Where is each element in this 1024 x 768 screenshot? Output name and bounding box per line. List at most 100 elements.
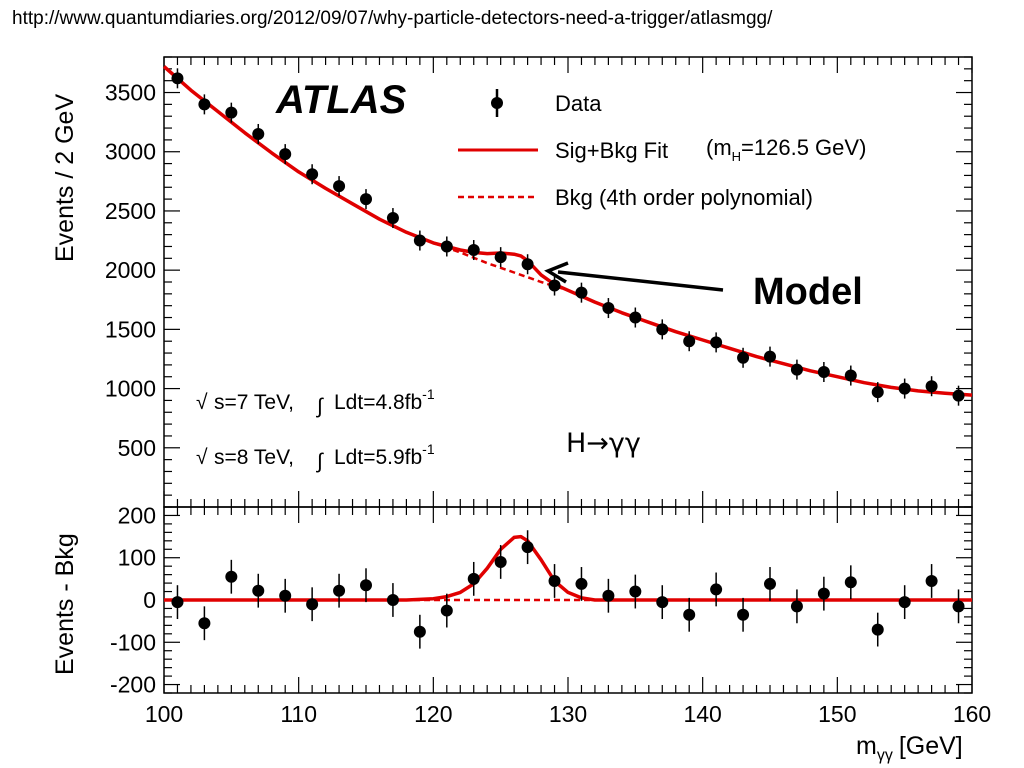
- integral-symbol-1: ∫: [316, 395, 324, 418]
- x-tick-label: 100: [145, 701, 183, 727]
- data-point: [548, 279, 561, 292]
- experiment-label: ATLAS: [275, 78, 407, 122]
- data-point: [817, 366, 830, 378]
- data-point: [683, 335, 696, 348]
- residual-point: [602, 589, 615, 602]
- residual-point: [306, 598, 319, 611]
- residual-point: [952, 600, 965, 613]
- y-tick-label-top: 1000: [105, 376, 156, 402]
- y-tick-label-bottom: -200: [110, 672, 156, 698]
- svg-text:s=8 TeV,: s=8 TeV,: [214, 446, 294, 469]
- legend-marker-data: [491, 97, 503, 109]
- data-point: [440, 240, 453, 253]
- y-tick-label-bottom: -100: [110, 629, 156, 655]
- y-tick-labels-top: 500 1000 1500 2000 2500 3000 3500: [105, 80, 156, 461]
- residual-point: [817, 587, 830, 600]
- data-point: [198, 98, 211, 111]
- residual-point: [279, 589, 292, 602]
- y-tick-labels-bottom: 200 100 0 -100 -200: [110, 502, 156, 697]
- legend-data: Data: [555, 91, 602, 116]
- data-point: [413, 234, 426, 247]
- residual-point: [898, 596, 911, 609]
- y-tick-label-top: 3000: [105, 139, 156, 165]
- model-arrow: [544, 261, 724, 292]
- y-axis-title-top: Events / 2 GeV: [51, 94, 79, 262]
- residual-point: [656, 596, 669, 609]
- residual-point: [710, 583, 723, 596]
- residual-point: [764, 577, 776, 590]
- residual-point: [225, 570, 238, 583]
- x-tick-labels: 100 110 120 130 140 150 160: [145, 701, 991, 727]
- data-point: [252, 127, 265, 140]
- data-points-top: [171, 68, 965, 406]
- energy-annotation-2: √ s=8 TeV, ∫ Ldt=5.9fb-1: [196, 441, 435, 473]
- data-point: [494, 251, 507, 264]
- data-points-bottom: [171, 530, 965, 649]
- source-url: http://www.quantumdiaries.org/2012/09/07…: [12, 8, 773, 29]
- x-tick-label: 150: [818, 701, 856, 727]
- x-tick-label: 130: [549, 701, 587, 727]
- residual-point: [252, 584, 265, 597]
- data-point: [898, 382, 911, 395]
- data-point: [225, 106, 238, 119]
- sqrt-symbol-1: √: [196, 391, 208, 414]
- svg-text:s=7 TeV,: s=7 TeV,: [214, 391, 294, 414]
- data-point: [790, 363, 803, 376]
- residual-point: [844, 576, 857, 589]
- y-tick-label-top: 500: [118, 435, 156, 461]
- y-tick-label-bottom: 0: [143, 587, 156, 613]
- residual-point: [871, 623, 884, 636]
- data-point: [602, 302, 615, 315]
- residual-point: [386, 594, 399, 606]
- fit-line-bottom: [164, 534, 972, 602]
- residual-point: [413, 625, 426, 638]
- data-point: [710, 336, 723, 349]
- y-tick-label-bottom: 200: [118, 502, 156, 528]
- integral-symbol-2: ∫: [316, 450, 324, 473]
- legend: Data Sig+Bkg Fit (mH=126.5 GeV) Bkg (4th…: [458, 89, 866, 210]
- residual-point: [494, 555, 507, 568]
- residual-point: [683, 608, 696, 621]
- y-tick-label-bottom: 100: [118, 545, 156, 571]
- residual-point: [521, 541, 534, 554]
- data-point: [467, 244, 480, 257]
- y-tick-label-top: 1500: [105, 316, 156, 342]
- residual-point: [548, 574, 561, 587]
- data-point: [360, 193, 372, 206]
- data-point: [871, 386, 884, 399]
- decay-channel-label: H→γγ: [566, 428, 641, 459]
- y-axis-title-bottom: Events - Bkg: [51, 533, 79, 675]
- data-point: [737, 351, 750, 364]
- legend-fit: Sig+Bkg Fit: [555, 138, 668, 163]
- residual-point: [925, 574, 938, 587]
- residual-point: [575, 577, 588, 590]
- energy-annotation-1: √ s=7 TeV, ∫ Ldt=4.8fb-1: [196, 386, 435, 418]
- x-tick-label: 160: [953, 701, 991, 727]
- residual-point: [360, 579, 372, 592]
- svg-text:Ldt=4.8fb-1: Ldt=4.8fb-1: [334, 386, 435, 414]
- svg-text:Ldt=5.9fb-1: Ldt=5.9fb-1: [334, 441, 435, 469]
- x-axis-title: mγγ [GeV]: [856, 732, 963, 764]
- data-point: [333, 180, 346, 193]
- data-point: [656, 323, 669, 336]
- model-label: Model: [753, 271, 863, 313]
- x-tick-label: 120: [414, 701, 452, 727]
- residual-point: [198, 617, 211, 630]
- residual-point: [790, 600, 803, 613]
- fit-curve-bottom: [164, 534, 972, 602]
- tick-marks: [163, 56, 973, 694]
- data-point: [575, 286, 588, 299]
- sqrt-symbol-2: √: [196, 446, 208, 469]
- y-tick-label-top: 3500: [105, 80, 156, 106]
- x-tick-label: 110: [280, 701, 317, 727]
- data-point: [386, 212, 399, 225]
- data-point: [171, 72, 184, 85]
- data-point: [306, 168, 319, 181]
- legend-bkg: Bkg (4th order polynomial): [555, 185, 813, 210]
- residual-point: [737, 608, 750, 621]
- y-tick-label-top: 2500: [105, 198, 156, 224]
- residual-point: [467, 572, 480, 585]
- data-point: [279, 148, 292, 161]
- residual-point: [171, 596, 184, 609]
